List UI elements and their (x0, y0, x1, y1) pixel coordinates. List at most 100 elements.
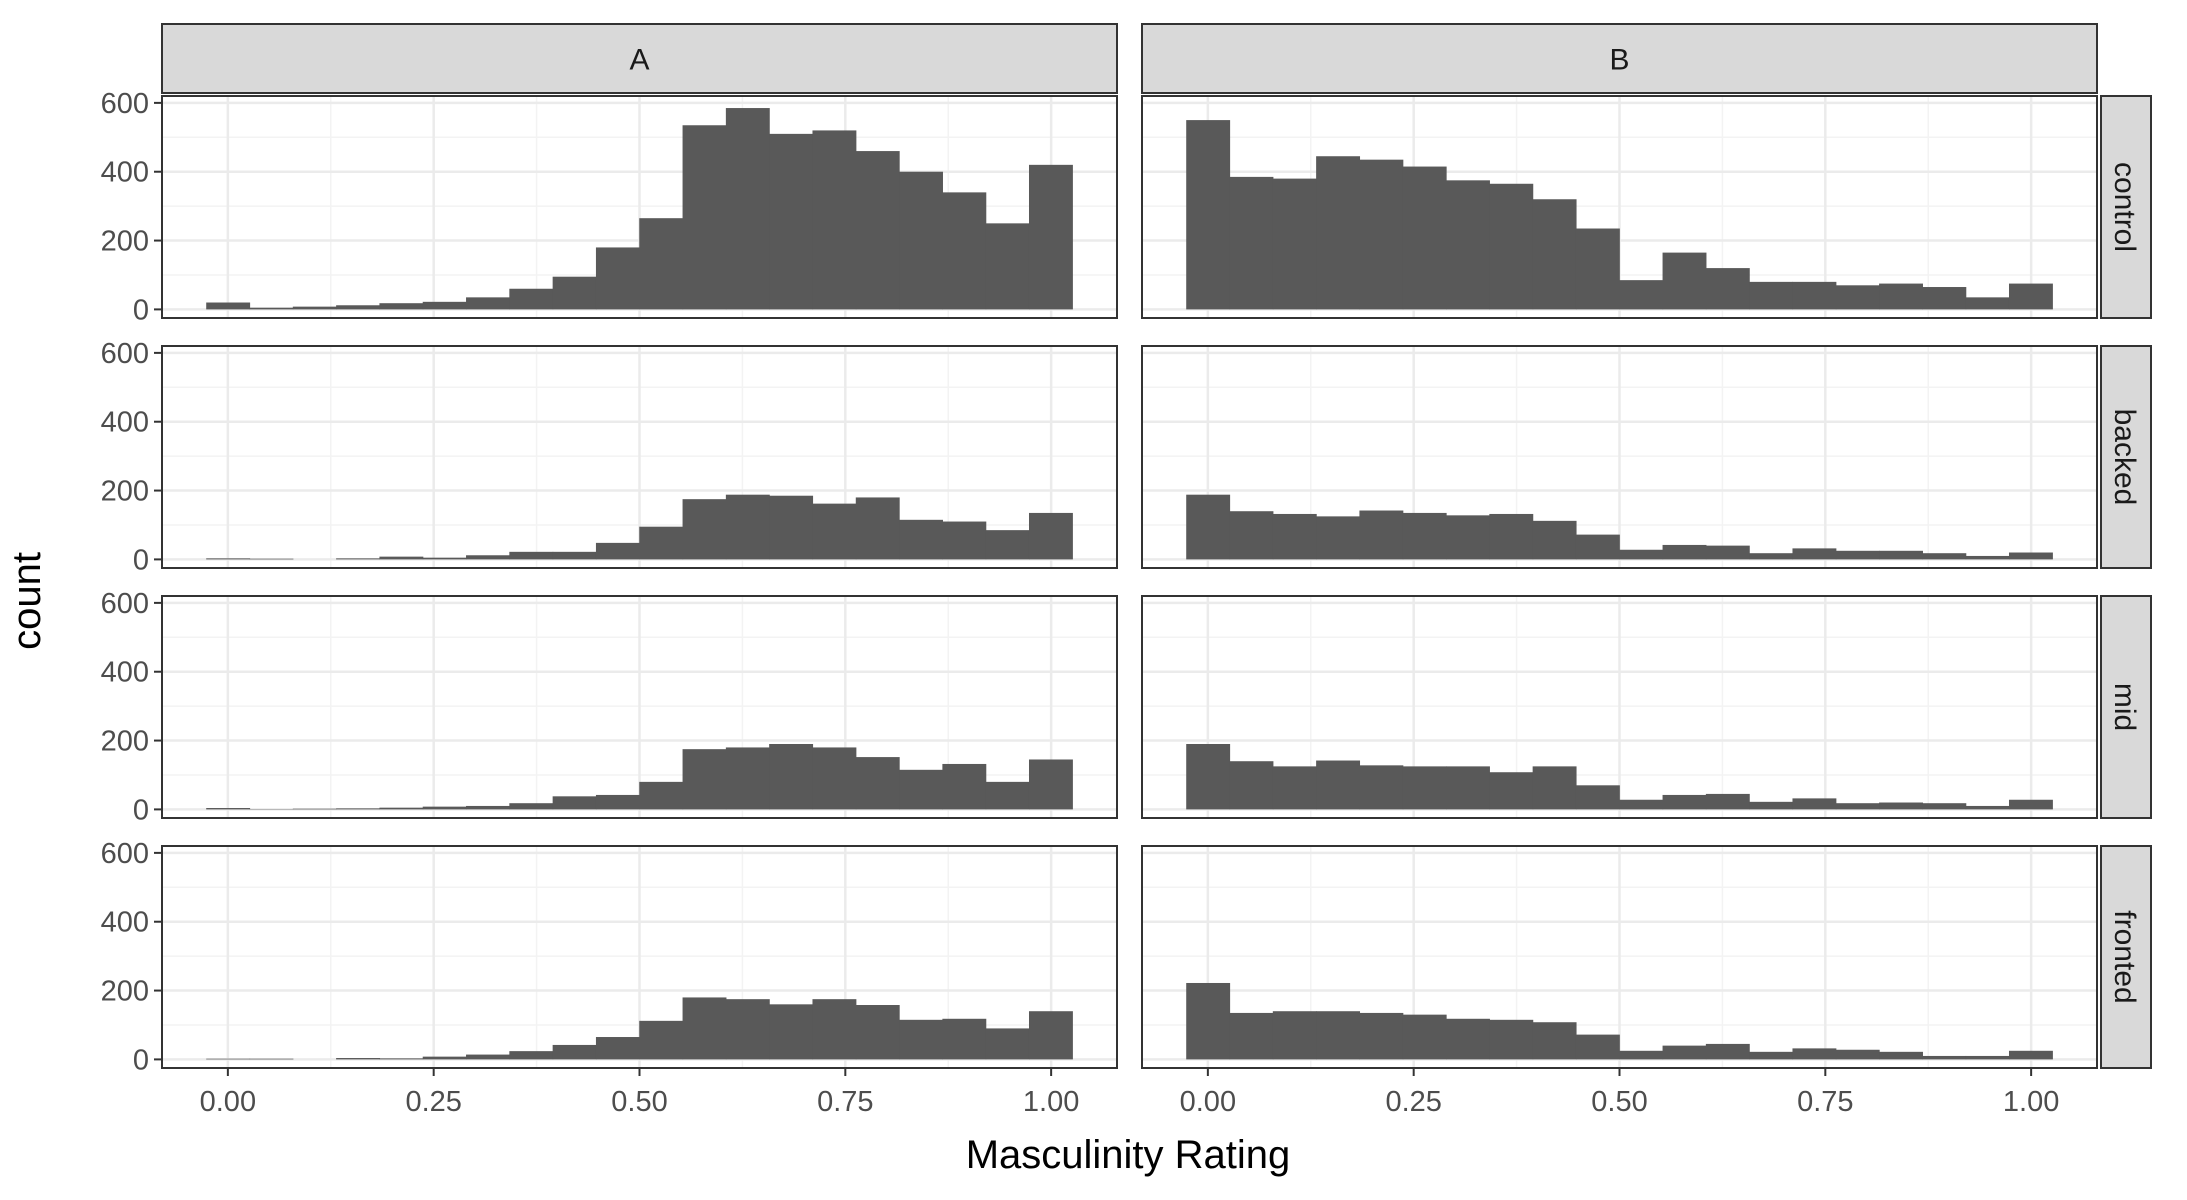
y-axis-control: 0 200 400 600 (101, 88, 162, 326)
x-tick-label: 0.75 (1797, 1086, 1853, 1118)
strip-background (2100, 95, 2152, 319)
histogram-bar (1489, 513, 1534, 560)
x-axis-B: 0.00 0.25 0.50 0.75 1.00 (1180, 1068, 2059, 1118)
histogram-bar (1705, 268, 1750, 310)
histogram-bar (1749, 1051, 1794, 1060)
x-tick-label: 0.00 (1180, 1086, 1236, 1118)
histogram-bar (422, 557, 467, 560)
histogram-bar (1359, 159, 1404, 310)
histogram-bar (1229, 511, 1274, 560)
panel-B-fronted (1141, 845, 2098, 1069)
histogram-bar (2008, 552, 2053, 560)
x-tick-label: 1.00 (1023, 1086, 1079, 1118)
histogram-bar (725, 494, 770, 560)
histogram-bar (1316, 1011, 1361, 1060)
histogram-bar (812, 747, 857, 810)
x-tick-label: 0.75 (817, 1086, 873, 1118)
histogram-bar (466, 805, 510, 810)
row-strip-backed: backed (2100, 345, 2152, 569)
histogram-bar (942, 1018, 987, 1060)
histogram-bar (899, 769, 943, 810)
histogram-bar (1186, 494, 1231, 560)
y-tick-label: 600 (101, 838, 149, 870)
histogram-bar (249, 558, 294, 560)
histogram-bar (206, 302, 251, 310)
y-tick-label: 600 (101, 588, 149, 620)
strip-background (2100, 845, 2152, 1069)
histogram-bar (1575, 534, 1620, 560)
histogram-bar (1792, 548, 1837, 560)
histogram-bar (1359, 765, 1404, 810)
y-axis-title: count (5, 552, 49, 650)
histogram-bar (1662, 1045, 1707, 1060)
histogram-bar (1402, 766, 1447, 810)
histogram-bar (509, 551, 554, 560)
y-tick-label: 200 (101, 226, 149, 258)
column-strip-A: A (161, 23, 1118, 94)
histogram-bar (2008, 1050, 2053, 1060)
x-tick-label: 1.00 (2003, 1086, 2059, 1118)
histogram-bar (1229, 176, 1274, 310)
histogram-bar (422, 806, 467, 810)
histogram-bar (899, 171, 943, 310)
histogram-bar (1316, 156, 1361, 310)
histogram-bar (1316, 516, 1361, 560)
histogram-bar (1705, 1043, 1750, 1060)
histogram-bar (1922, 553, 1967, 560)
strip-background (1141, 23, 2098, 94)
histogram-bar (1359, 510, 1404, 560)
histogram-bar (595, 794, 640, 810)
histogram-bar (1532, 520, 1577, 560)
histogram-bar (595, 542, 640, 560)
histogram-bar (379, 1058, 424, 1060)
histogram-bar (1272, 178, 1317, 310)
y-axis-mid: 0 200 400 600 (101, 588, 162, 826)
y-tick-label: 200 (101, 476, 149, 508)
histogram-bar (1229, 761, 1274, 810)
histogram-bar (1619, 549, 1664, 560)
histogram-bar (1835, 285, 1880, 310)
histogram-bar (1028, 164, 1073, 310)
histogram-bar (292, 306, 337, 310)
histogram-bar (1835, 550, 1880, 560)
histogram-bar (1402, 1014, 1447, 1060)
histogram-bar (379, 556, 424, 560)
histogram-bar (1662, 544, 1707, 560)
panel-B-control (1141, 95, 2098, 319)
histogram-bar (855, 151, 900, 310)
histogram-bar (1402, 166, 1447, 310)
panel-border (161, 345, 1118, 569)
histogram-bar (639, 781, 684, 810)
histogram-bar (2008, 799, 2053, 810)
histogram-bar (985, 223, 1030, 310)
histogram-bar (1662, 794, 1707, 810)
histogram-bar (1229, 1012, 1274, 1060)
y-tick-label: 400 (101, 157, 149, 189)
histogram-bar (1749, 281, 1794, 310)
histogram-bar (509, 1051, 554, 1060)
histogram-bar (1879, 550, 1923, 560)
x-tick-label: 0.50 (611, 1086, 667, 1118)
histogram-bar (379, 303, 424, 310)
histogram-bar (1028, 512, 1073, 560)
histogram-bar (812, 130, 857, 310)
x-axis-title: Masculinity Rating (966, 1133, 1291, 1177)
histogram-bar (1879, 1051, 1923, 1060)
histogram-bar (1965, 297, 2010, 310)
histogram-bar (336, 305, 381, 310)
histogram-bar (1316, 760, 1361, 810)
y-tick-label: 0 (133, 794, 149, 826)
row-strip-label: fronted (2108, 910, 2141, 1003)
histogram-bar (1186, 744, 1231, 810)
histogram-bar (1532, 199, 1577, 310)
histogram-bar (1186, 120, 1231, 310)
histogram-bar (725, 747, 770, 810)
histogram-bar (1575, 785, 1620, 810)
histogram-bar (552, 1044, 597, 1060)
histogram-bar (292, 808, 337, 810)
histogram-bar (466, 1054, 510, 1060)
panel-A-backed (161, 345, 1118, 569)
histogram-bar (1792, 798, 1837, 810)
